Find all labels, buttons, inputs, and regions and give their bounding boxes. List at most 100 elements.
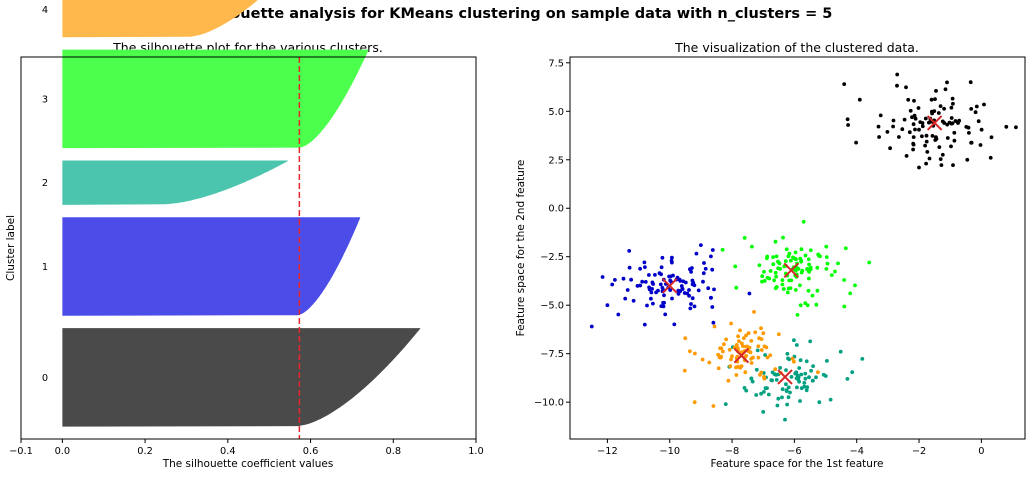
scatter-point-cluster-3 <box>773 270 778 275</box>
scatter-point-cluster-4 <box>682 368 687 373</box>
scatter-point-cluster-0 <box>877 135 881 139</box>
scatter-point-cluster-2 <box>766 392 771 397</box>
scatter-point-cluster-0 <box>930 109 934 114</box>
scatter-point-cluster-4 <box>790 356 795 361</box>
scatter-y-tick-label: −10.0 <box>534 398 564 409</box>
scatter-point-cluster-4 <box>752 310 756 314</box>
scatter-point-cluster-3 <box>791 255 795 260</box>
scatter-point-cluster-4 <box>726 378 731 383</box>
scatter-point-cluster-2 <box>814 375 818 380</box>
scatter-point-cluster-3 <box>807 262 811 267</box>
scatter-point-cluster-2 <box>754 367 759 372</box>
scatter-point-cluster-0 <box>969 140 973 145</box>
figure-suptitle: Silhouette analysis for KMeans clusterin… <box>200 6 833 22</box>
scatter-point-cluster-4 <box>757 336 761 341</box>
scatter-point-cluster-4 <box>718 355 723 360</box>
scatter-point-cluster-4 <box>719 346 724 351</box>
scatter-point-cluster-2 <box>784 388 789 393</box>
scatter-point-cluster-3 <box>867 260 872 265</box>
scatter-y-tick-label: 5.0 <box>548 107 564 118</box>
scatter-point-cluster-1 <box>710 267 715 272</box>
scatter-point-cluster-0 <box>927 120 932 124</box>
scatter-point-cluster-1 <box>659 265 664 270</box>
scatter-point-cluster-0 <box>940 152 945 157</box>
scatter-point-cluster-3 <box>771 255 775 259</box>
scatter-point-cluster-3 <box>825 261 830 266</box>
scatter-point-cluster-0 <box>942 106 946 111</box>
scatter-point-cluster-4 <box>711 404 716 408</box>
scatter-point-cluster-1 <box>649 296 653 301</box>
scatter-point-cluster-0 <box>923 143 927 148</box>
scatter-point-cluster-4 <box>745 344 749 349</box>
scatter-y-ticks: −10.0 −7.5 −5.0 −2.5 0.0 2.5 5.0 7.5 <box>534 58 570 409</box>
scatter-x-tick-label: 0 <box>978 446 984 457</box>
scatter-point-cluster-2 <box>723 402 728 406</box>
scatter-point-cluster-2 <box>825 359 829 363</box>
scatter-point-cluster-0 <box>976 119 981 124</box>
scatter-point-cluster-3 <box>824 267 829 271</box>
scatter-point-cluster-0 <box>943 87 948 92</box>
scatter-point-cluster-4 <box>751 355 755 360</box>
scatter-point-cluster-3 <box>760 279 764 284</box>
scatter-point-cluster-1 <box>651 301 655 306</box>
scatter-point-cluster-4 <box>749 339 754 343</box>
scatter-point-cluster-0 <box>945 80 949 85</box>
scatter-point-cluster-3 <box>803 253 808 258</box>
scatter-point-cluster-1 <box>706 286 711 291</box>
scatter-point-cluster-0 <box>900 127 905 132</box>
scatter-point-cluster-2 <box>794 343 799 347</box>
scatter-point-cluster-4 <box>746 331 751 336</box>
scatter-axes-frame <box>569 56 1026 440</box>
scatter-x-tick-label: −4 <box>849 446 863 457</box>
scatter-point-cluster-0 <box>945 136 950 140</box>
scatter-point-cluster-4 <box>734 343 739 347</box>
scatter-point-cluster-2 <box>774 373 778 377</box>
scatter-point-cluster-2 <box>755 348 760 353</box>
scatter-y-tick-label: 0.0 <box>548 204 564 215</box>
scatter-point-cluster-3 <box>799 259 803 264</box>
scatter-point-cluster-1 <box>589 324 594 329</box>
scatter-point-cluster-0 <box>912 98 916 103</box>
scatter-point-cluster-3 <box>848 291 853 296</box>
scatter-point-cluster-0 <box>1014 125 1018 130</box>
scatter-point-cluster-0 <box>939 163 944 168</box>
scatter-point-cluster-1 <box>642 260 647 265</box>
scatter-point-cluster-1 <box>692 304 697 309</box>
scatter-point-cluster-3 <box>842 278 847 282</box>
scatter-point-cluster-1 <box>710 248 715 252</box>
scatter-point-cluster-3 <box>843 246 848 251</box>
scatter-point-cluster-4 <box>816 370 820 375</box>
scatter-point-cluster-0 <box>927 156 932 161</box>
scatter-point-cluster-0 <box>973 110 978 115</box>
scatter-point-cluster-3 <box>793 288 798 292</box>
scatter-point-cluster-0 <box>936 111 941 115</box>
scatter-point-cluster-1 <box>640 279 645 284</box>
scatter-point-cluster-0 <box>904 85 908 90</box>
scatter-point-cluster-3 <box>806 257 811 262</box>
scatter-point-cluster-3 <box>757 263 762 268</box>
scatter-point-cluster-1 <box>647 273 651 277</box>
scatter-point-cluster-2 <box>838 349 843 354</box>
cluster-center-3 <box>783 262 799 279</box>
scatter-point-cluster-1 <box>710 305 715 309</box>
scatter-point-cluster-1 <box>660 255 665 260</box>
cluster-center-4 <box>733 347 750 364</box>
scatter-point-cluster-3 <box>833 269 837 274</box>
scatter-point-cluster-0 <box>916 106 921 110</box>
scatter-point-cluster-0 <box>978 143 983 147</box>
scatter-point-cluster-1 <box>688 306 693 311</box>
scatter-point-cluster-1 <box>699 243 703 248</box>
scatter-point-cluster-3 <box>829 273 834 277</box>
scatter-point-cluster-3 <box>789 258 793 263</box>
scatter-point-cluster-2 <box>783 417 787 422</box>
scatter-point-cluster-0 <box>969 107 974 111</box>
scatter-point-cluster-0 <box>908 108 913 113</box>
scatter-point-cluster-2 <box>807 375 811 380</box>
scatter-point-cluster-2 <box>798 358 803 363</box>
scatter-point-cluster-0 <box>885 130 890 134</box>
scatter-point-cluster-4 <box>700 357 705 362</box>
scatter-point-cluster-0 <box>846 123 850 127</box>
scatter-point-cluster-1 <box>654 290 658 295</box>
scatter-point-cluster-1 <box>696 288 701 293</box>
scatter-point-cluster-0 <box>897 135 901 139</box>
